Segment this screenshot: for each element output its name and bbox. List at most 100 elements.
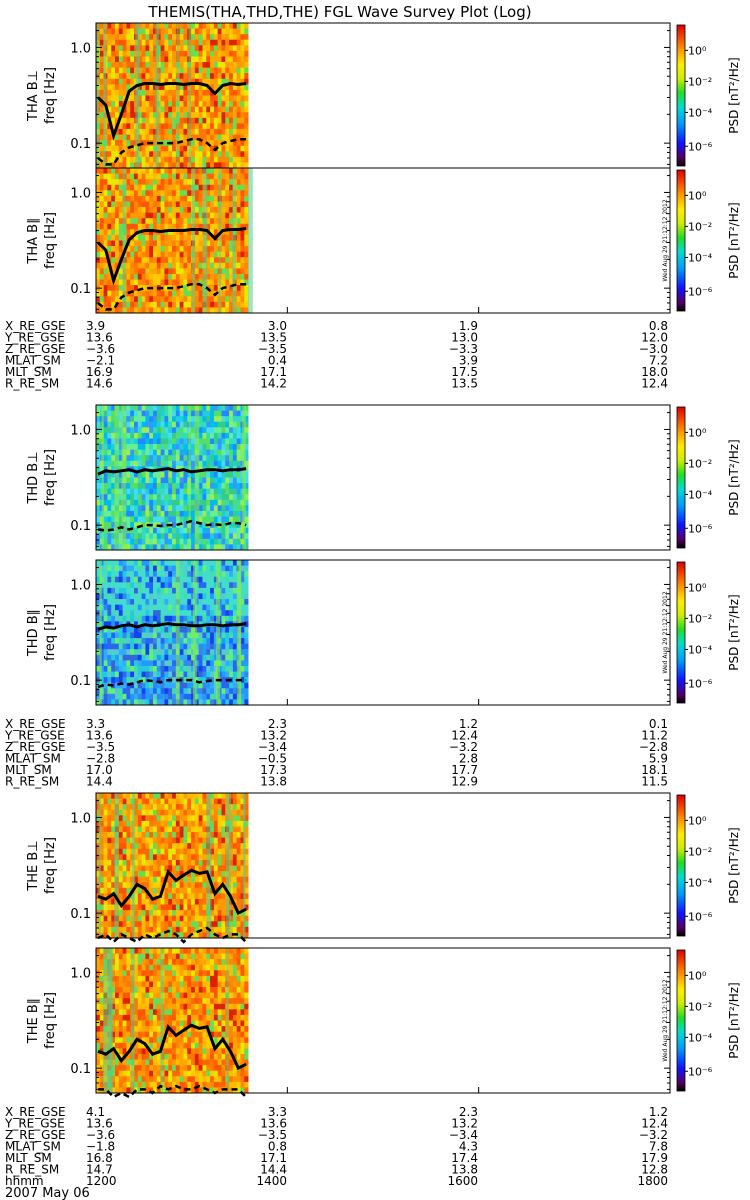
spectrogram-cell [99,279,104,286]
spectrogram-cell [107,190,112,197]
spectrogram-cell [126,632,131,639]
spectrogram-cell [175,488,181,495]
spectrogram-cell [107,921,112,928]
spectrogram-cell [107,156,112,163]
spectrogram-cell [111,416,116,423]
spectrogram-cell [96,466,101,473]
spectrogram-cell [210,483,215,490]
spectrogram-cell [221,471,226,478]
spectrogram-cell [240,273,245,280]
spectrogram-cell [179,201,184,208]
spectrogram-cell [198,134,203,141]
spectrogram-cell [141,101,146,108]
spectrogram-cell [118,876,124,883]
spectrogram-cell [179,123,184,130]
spectrogram-cell [111,615,116,622]
spectrogram-cell [111,123,116,130]
spectrogram-cell [194,693,200,700]
spectrogram-cell [221,279,226,286]
spectrogram-cell [126,488,131,495]
spectrogram-cell [172,910,177,917]
spectrogram-cell [134,421,139,428]
spectrogram-cell [141,610,146,617]
spectrogram-cell [164,78,169,85]
spectrogram-cell [213,693,219,700]
spectrogram-cell [107,615,112,622]
spectrogram-cell [141,533,146,540]
spectrogram-cell [153,168,158,174]
spectrogram-cell [126,587,131,594]
spectrogram-cell [126,421,131,428]
spectrogram-cell [168,876,173,883]
spectrogram-cell [213,168,219,174]
spectrogram-cell [236,101,241,108]
spectrogram-cell [198,123,203,130]
spectrogram-cell [225,56,230,63]
spectrogram-cell [202,671,207,678]
spectrogram-cell [149,843,154,850]
spectrogram-cell [103,804,108,811]
spectrogram-cell [96,190,101,197]
spectrogram-cell [111,84,116,91]
spectrogram-cell [221,638,226,645]
spectrogram-cell [172,654,177,661]
spectrogram-cell [130,643,135,650]
timestamp-watermark: Wed Aug 29 21:12:12 2012 [662,199,669,281]
spectrogram-cell [141,212,146,219]
spectrogram-cell [141,843,146,850]
spectrogram-cell [232,576,238,583]
spectrogram-cell [141,84,146,91]
spectrogram-cell [240,173,245,180]
spectrogram-cell [156,820,162,827]
spectrogram-cell [179,565,184,572]
spectrogram-cell [107,460,112,467]
spectrogram-cell [172,78,177,85]
spectrogram-cell [168,793,173,799]
spectrogram-cell [225,610,230,617]
spectrogram-cell [134,887,139,894]
spectrogram-cell [168,246,173,253]
spectrogram-cell [160,273,165,280]
spectrogram-cell [225,444,230,451]
spectrogram-cell [172,533,177,540]
spectrogram-cell [103,273,108,280]
spectrogram-cell [99,101,104,108]
spectrogram-cell [191,73,196,80]
spectrogram-cell [175,494,181,501]
spectrogram-cell [175,804,181,811]
spectrogram-cell [202,527,207,534]
spectrogram-cell [179,882,184,889]
spectrogram-cell [149,643,154,650]
spectrogram-cell [141,804,146,811]
spectrogram-cell [198,50,203,57]
spectrogram-cell [217,483,222,490]
spectrogram-cell [236,285,241,292]
spectrogram-cell [240,246,245,253]
spectrogram-cell [183,117,188,124]
spectrogram-cell [118,544,124,551]
spectrogram-cell [118,565,124,572]
spectrogram-cell [118,915,124,922]
spectrogram-cell [111,156,116,163]
spectrogram-cell [179,262,184,269]
spectrogram-cell [202,649,207,656]
spectrogram-cell [168,582,173,589]
spectrogram-cell [103,285,108,292]
spectrogram-cell [168,257,173,264]
spectrogram-cell [164,932,169,939]
spectrogram-cell [118,179,124,186]
spectrogram-cell [172,89,177,96]
spectrogram-cell [179,488,184,495]
spectrogram-cell [156,654,162,661]
spectrogram-cell [126,39,131,46]
spectrogram-cell [194,285,200,292]
spectrogram-cell [122,804,127,811]
spectrogram-cell [179,815,184,822]
spectrogram-cell [183,848,188,855]
spectrogram-cell [175,307,181,314]
spectrogram-cell [141,898,146,905]
spectrogram-cell [153,488,158,495]
spectrogram-cell [141,23,146,29]
spectrogram-cell [172,677,177,684]
spectrogram-cell [183,207,188,214]
